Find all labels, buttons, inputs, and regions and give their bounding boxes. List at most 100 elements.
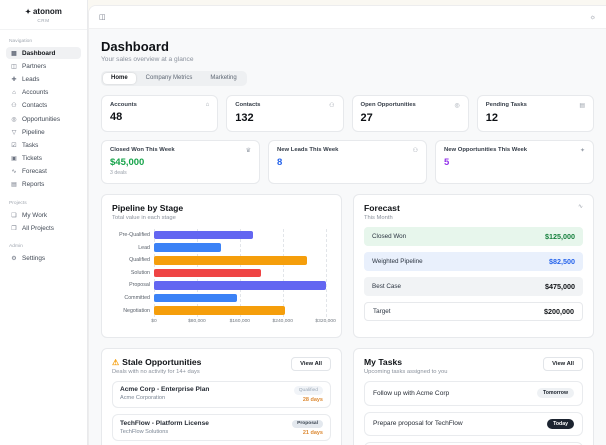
- chart-bar[interactable]: [154, 268, 262, 278]
- chart-bar[interactable]: [154, 230, 254, 240]
- kpi-label: Contacts: [235, 102, 261, 109]
- stale-opportunities-card: ⚠ Stale Opportunities Deals with no activ…: [101, 347, 342, 445]
- chart-bar[interactable]: [154, 255, 307, 265]
- sidebar-toggle-icon[interactable]: ◫: [99, 13, 106, 21]
- sidebar-item-my-work[interactable]: ❏ My Work: [6, 209, 81, 221]
- sidebar-item-dashboard[interactable]: ▦ Dashboard: [6, 47, 81, 60]
- tasks-view-all-button[interactable]: View All: [543, 356, 583, 371]
- stale-opportunity-item[interactable]: TechFlow - Platform License TechFlow Solu…: [112, 414, 331, 442]
- sidebar-item-reports[interactable]: ▤ Reports: [6, 179, 81, 191]
- chart-bar[interactable]: [154, 306, 286, 315]
- chart-bar-row: [154, 279, 331, 292]
- weekly-sub: 3 deals: [110, 169, 127, 176]
- stale-item-main: TechFlow - Platform License TechFlow Solu…: [120, 420, 209, 436]
- sidebar-item-leads[interactable]: ✚ Leads: [6, 73, 81, 85]
- stale-subtitle: Deals with no activity for 14+ days: [112, 368, 200, 375]
- forecast-row-value: $475,000: [545, 281, 575, 291]
- kpi-label: Open Opportunities: [360, 102, 416, 109]
- tab-marketing[interactable]: Marketing: [210, 75, 237, 82]
- charts-row: Pipeline by Stage Total value in each st…: [101, 193, 594, 338]
- kpi-card[interactable]: Contacts ⚇ 132: [226, 94, 344, 132]
- tickets-icon: ▣: [11, 156, 17, 163]
- brand-name: atonom: [32, 7, 62, 16]
- settings-icon: ⚙: [11, 256, 17, 263]
- chart-bar-row: [154, 304, 331, 317]
- forecast-title: Forecast: [364, 202, 400, 213]
- chart-bar[interactable]: [154, 281, 326, 290]
- chart-gridline: [325, 228, 327, 317]
- weekly-card-header: New Opportunities This Week ✦: [444, 147, 585, 154]
- sidebar-item-partners[interactable]: ◫ Partners: [6, 60, 81, 72]
- chart-bar-row: [154, 241, 331, 254]
- tasks-icon: ☑: [11, 142, 17, 149]
- kpi-card-header: Pending Tasks ▤: [486, 102, 585, 109]
- main-column: ◫ ☼ Dashboard Your sales overview at a g…: [88, 0, 606, 445]
- sidebar-section: Admin ⚙ Settings: [0, 235, 87, 264]
- chart-bar[interactable]: [154, 243, 222, 252]
- kpi-card-header: Open Opportunities ◎: [361, 102, 460, 109]
- stale-days: 28 days: [302, 396, 323, 403]
- sidebar-item-label: My Work: [22, 211, 48, 219]
- theme-toggle-icon[interactable]: ☼: [589, 13, 596, 21]
- building-icon: ⌂: [205, 101, 210, 108]
- trending-up-icon: ∿: [577, 203, 583, 210]
- sidebar-item-pipeline[interactable]: ▽ Pipeline: [6, 126, 81, 138]
- sidebar-item-tickets[interactable]: ▣ Tickets: [6, 153, 81, 165]
- sidebar-item-contacts[interactable]: ⚇ Contacts: [6, 100, 81, 112]
- task-item[interactable]: Follow up with Acme Corp Tomorrow: [364, 380, 583, 406]
- chart-bar[interactable]: [154, 293, 238, 303]
- chart-x-tick: $240,000: [272, 318, 293, 324]
- stale-opportunity-item[interactable]: Acme Corp - Enterprise Plan Acme Corporat…: [112, 380, 331, 409]
- chart-category-label: Lead: [138, 244, 150, 251]
- sidebar-item-accounts[interactable]: ⌂ Accounts: [6, 87, 81, 99]
- chart-x-axis: $0 $80,000 $160,000 $240,000 $320,000: [151, 317, 336, 329]
- kpi-row: Accounts ⌂ 48 Contacts ⚇ 132 Open Opportunitie…: [101, 94, 594, 132]
- forecast-row-value: $200,000: [544, 306, 574, 316]
- tab-home[interactable]: Home: [103, 73, 136, 84]
- sidebar-item-label: Reports: [22, 181, 45, 189]
- sparkles-icon: ✦: [579, 147, 585, 154]
- chart-category-label: Negotiation: [123, 307, 150, 314]
- stale-title: Stale Opportunities: [122, 356, 202, 367]
- kpi-card[interactable]: Accounts ⌂ 48: [101, 94, 219, 132]
- sidebar-item-label: All Projects: [22, 224, 54, 232]
- tasks-subtitle: Upcoming tasks assigned to you: [364, 368, 448, 375]
- kpi-card[interactable]: Open Opportunities ◎ 27: [351, 94, 469, 132]
- sidebar-item-label: Dashboard: [22, 49, 56, 57]
- contacts-icon: ⚇: [11, 103, 17, 110]
- chart-gridline: [282, 228, 284, 317]
- sidebar-item-label: Settings: [22, 255, 46, 263]
- sidebar-item-opportunities[interactable]: ◎ Opportunities: [6, 113, 81, 125]
- tab-company-metrics[interactable]: Company Metrics: [145, 75, 193, 82]
- pipeline-chart-subtitle: Total value in each stage: [112, 214, 176, 221]
- chart-category-label: Proposal: [129, 282, 150, 289]
- weekly-stat-card[interactable]: Closed Won This Week ♛ $45,000 3 deals: [101, 139, 260, 184]
- clipboard-icon: ▤: [579, 102, 585, 109]
- task-item[interactable]: Prepare proposal for TechFlow Today: [364, 411, 583, 437]
- target-icon: ◎: [454, 102, 460, 109]
- task-title: Prepare proposal for TechFlow: [373, 420, 463, 428]
- sidebar-item-label: Contacts: [22, 102, 48, 110]
- stale-item-meta: Qualified 28 days: [293, 386, 323, 403]
- sidebar-item-label: Forecast: [22, 168, 47, 176]
- kpi-value: 12: [485, 111, 498, 124]
- weekly-stat-card[interactable]: New Opportunities This Week ✦ 5: [435, 139, 594, 184]
- sidebar-section-label: Admin: [9, 244, 23, 250]
- brand: ✦ atonom CRM: [0, 0, 87, 30]
- weekly-stat-card[interactable]: New Leads This Week ⚇ 8: [268, 139, 427, 184]
- chart-y-labels: Pre-Qualified Lead Qualified Solution Propos…: [112, 229, 154, 329]
- sidebar-item-forecast[interactable]: ∿ Forecast: [6, 166, 81, 178]
- stale-item-title: Acme Corp - Enterprise Plan: [120, 386, 210, 394]
- chart-plot-area: $0 $80,000 $160,000 $240,000 $320,000: [151, 228, 336, 329]
- stale-view-all-button[interactable]: View All: [291, 356, 331, 371]
- sidebar-item-tasks[interactable]: ☑ Tasks: [6, 139, 81, 151]
- trophy-icon: ♛: [245, 147, 251, 154]
- sidebar-section: Navigation ▦ Dashboard ◫ Partners ✚ Leads ⌂ Acco…: [0, 30, 87, 191]
- task-list: Follow up with Acme Corp Tomorrow Prepare …: [364, 380, 583, 445]
- topbar: ◫ ☼: [89, 6, 606, 29]
- kpi-card[interactable]: Pending Tasks ▤ 12: [476, 94, 594, 132]
- sidebar-item-all-projects[interactable]: ❐ All Projects: [6, 222, 81, 234]
- sidebar: ✦ atonom CRM Navigation ▦ Dashboard ◫ Partne…: [0, 0, 88, 445]
- sidebar-item-settings[interactable]: ⚙ Settings: [6, 252, 81, 264]
- weekly-value: 5: [444, 156, 450, 168]
